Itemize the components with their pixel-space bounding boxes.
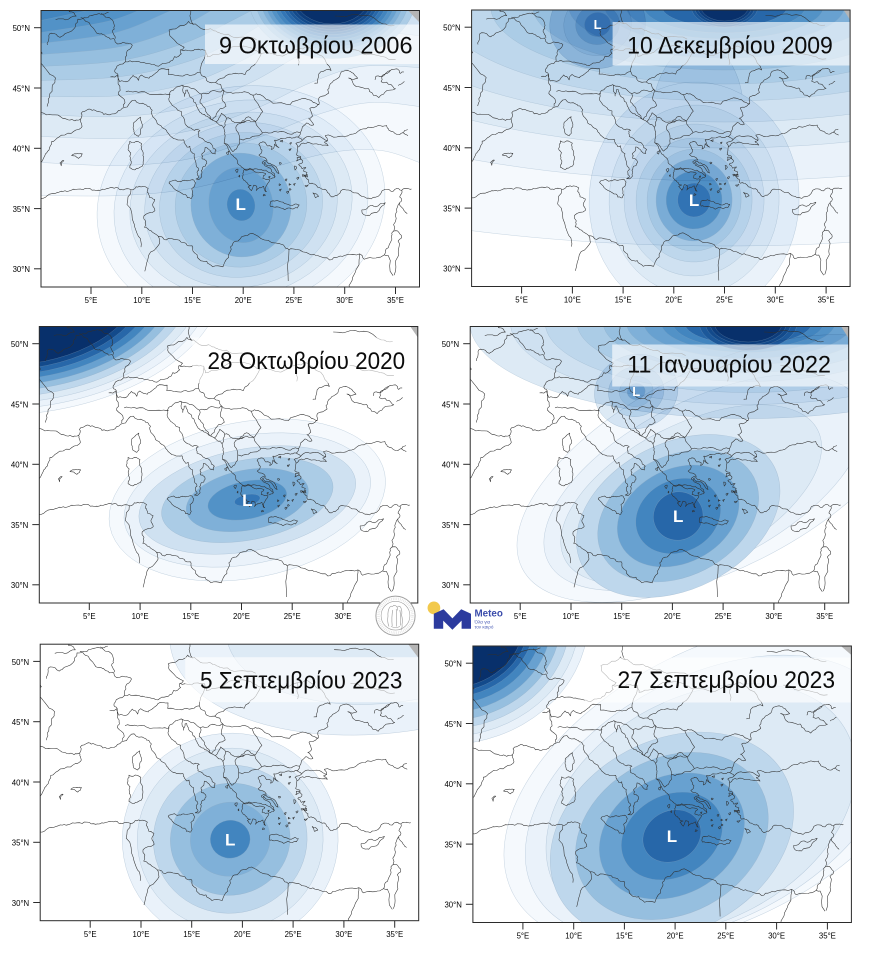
svg-text:L: L bbox=[594, 17, 602, 32]
svg-text:25°E: 25°E bbox=[285, 930, 302, 939]
svg-text:5°E: 5°E bbox=[85, 296, 98, 305]
svg-text:35°E: 35°E bbox=[387, 296, 404, 305]
svg-text:45°N: 45°N bbox=[13, 84, 30, 93]
svg-text:15°E: 15°E bbox=[613, 612, 630, 621]
svg-text:5°E: 5°E bbox=[84, 930, 97, 939]
svg-text:35°N: 35°N bbox=[442, 521, 459, 530]
svg-text:25°E: 25°E bbox=[716, 296, 733, 305]
svg-text:50°N: 50°N bbox=[444, 660, 461, 669]
svg-text:L: L bbox=[225, 830, 235, 849]
svg-text:20°E: 20°E bbox=[233, 612, 250, 621]
svg-text:45°N: 45°N bbox=[11, 400, 28, 409]
svg-text:40°N: 40°N bbox=[444, 780, 461, 789]
svg-text:35°N: 35°N bbox=[12, 839, 29, 848]
svg-text:35°N: 35°N bbox=[11, 521, 28, 530]
svg-text:L: L bbox=[667, 827, 677, 846]
svg-text:35°E: 35°E bbox=[819, 932, 836, 941]
svg-text:15°E: 15°E bbox=[184, 296, 201, 305]
svg-text:15°E: 15°E bbox=[182, 612, 199, 621]
svg-text:50°N: 50°N bbox=[442, 340, 459, 349]
svg-text:τον καιρό: τον καιρό bbox=[475, 623, 494, 629]
svg-text:15°E: 15°E bbox=[616, 932, 633, 941]
svg-text:10°E: 10°E bbox=[132, 612, 149, 621]
svg-text:35°N: 35°N bbox=[13, 205, 30, 214]
svg-text:50°N: 50°N bbox=[11, 340, 28, 349]
svg-text:27 Σεπτεμβρίου 2023: 27 Σεπτεμβρίου 2023 bbox=[618, 667, 836, 694]
svg-text:30°E: 30°E bbox=[767, 296, 784, 305]
svg-text:20°E: 20°E bbox=[235, 296, 252, 305]
svg-text:30°E: 30°E bbox=[765, 612, 782, 621]
svg-text:5°E: 5°E bbox=[517, 932, 530, 941]
svg-text:45°N: 45°N bbox=[442, 400, 459, 409]
svg-text:L: L bbox=[242, 491, 252, 510]
svg-text:10°E: 10°E bbox=[563, 612, 580, 621]
svg-text:30°N: 30°N bbox=[11, 581, 28, 590]
svg-text:50°N: 50°N bbox=[13, 24, 30, 33]
svg-text:30°E: 30°E bbox=[336, 296, 353, 305]
svg-text:25°E: 25°E bbox=[715, 612, 732, 621]
svg-text:10°E: 10°E bbox=[564, 296, 581, 305]
svg-text:45°N: 45°N bbox=[444, 720, 461, 729]
svg-text:28 Οκτωβρίου 2020: 28 Οκτωβρίου 2020 bbox=[208, 348, 405, 375]
svg-text:30°E: 30°E bbox=[335, 612, 352, 621]
svg-text:30°N: 30°N bbox=[442, 581, 459, 590]
svg-text:30°E: 30°E bbox=[768, 932, 785, 941]
svg-text:35°E: 35°E bbox=[818, 296, 835, 305]
svg-text:30°N: 30°N bbox=[12, 899, 29, 908]
svg-text:20°E: 20°E bbox=[234, 930, 251, 939]
svg-text:15°E: 15°E bbox=[183, 930, 200, 939]
svg-text:40°N: 40°N bbox=[442, 461, 459, 470]
svg-text:40°N: 40°N bbox=[443, 144, 460, 153]
svg-text:35°E: 35°E bbox=[386, 930, 403, 939]
svg-text:15°E: 15°E bbox=[615, 296, 632, 305]
svg-text:45°N: 45°N bbox=[443, 84, 460, 93]
svg-text:35°E: 35°E bbox=[816, 612, 833, 621]
svg-text:45°N: 45°N bbox=[12, 718, 29, 727]
svg-text:L: L bbox=[689, 191, 699, 210]
svg-text:L: L bbox=[632, 384, 640, 399]
svg-text:L: L bbox=[673, 507, 683, 526]
svg-text:25°E: 25°E bbox=[285, 296, 302, 305]
svg-text:30°N: 30°N bbox=[13, 265, 30, 274]
svg-text:25°E: 25°E bbox=[717, 932, 734, 941]
svg-text:L: L bbox=[236, 195, 246, 214]
svg-text:5°E: 5°E bbox=[514, 612, 527, 621]
svg-text:35°N: 35°N bbox=[444, 841, 461, 850]
svg-text:11 Ιανουαρίου 2022: 11 Ιανουαρίου 2022 bbox=[627, 352, 831, 379]
svg-text:Όλα για: Όλα για bbox=[474, 619, 491, 624]
svg-text:5°E: 5°E bbox=[83, 612, 96, 621]
svg-text:10°E: 10°E bbox=[565, 932, 582, 941]
svg-text:25°E: 25°E bbox=[284, 612, 301, 621]
svg-text:10°E: 10°E bbox=[133, 930, 150, 939]
svg-text:50°N: 50°N bbox=[443, 24, 460, 33]
svg-text:30°E: 30°E bbox=[335, 930, 352, 939]
svg-text:30°N: 30°N bbox=[443, 265, 460, 274]
svg-text:Meteo: Meteo bbox=[475, 608, 503, 619]
svg-text:40°N: 40°N bbox=[13, 145, 30, 154]
svg-text:30°N: 30°N bbox=[444, 901, 461, 910]
svg-text:50°N: 50°N bbox=[12, 658, 29, 667]
svg-text:5°E: 5°E bbox=[515, 296, 528, 305]
svg-text:20°E: 20°E bbox=[665, 296, 682, 305]
svg-text:20°E: 20°E bbox=[667, 932, 684, 941]
svg-text:5 Σεπτεμβρίου 2023: 5 Σεπτεμβρίου 2023 bbox=[200, 667, 403, 694]
svg-text:40°N: 40°N bbox=[12, 778, 29, 787]
svg-text:10 Δεκεμβρίου 2009: 10 Δεκεμβρίου 2009 bbox=[627, 33, 833, 60]
svg-text:20°E: 20°E bbox=[664, 612, 681, 621]
svg-text:9 Οκτωβρίου 2006: 9 Οκτωβρίου 2006 bbox=[219, 33, 413, 60]
svg-text:40°N: 40°N bbox=[11, 461, 28, 470]
svg-text:10°E: 10°E bbox=[133, 296, 150, 305]
svg-text:35°N: 35°N bbox=[443, 205, 460, 214]
